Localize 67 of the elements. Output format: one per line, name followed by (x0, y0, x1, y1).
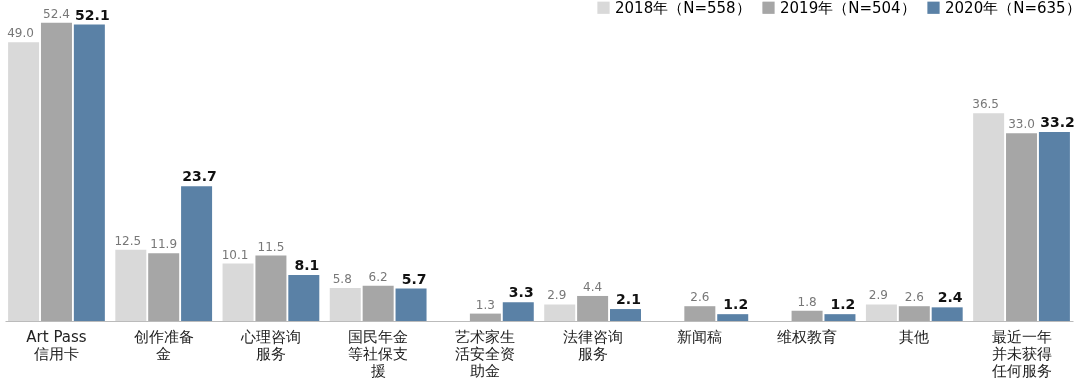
bar (288, 274, 320, 321)
x-tick-label: 创作准备金 (133, 327, 194, 363)
bar (1038, 132, 1070, 321)
data-label: 2.6 (904, 290, 924, 305)
x-tick-label: 心理咨询服务 (239, 327, 301, 363)
data-label: 33.2 (1040, 114, 1075, 131)
x-tick-label: 艺术家生活安全资助金 (455, 327, 516, 380)
data-label: 11.9 (150, 237, 178, 252)
bar (115, 249, 147, 321)
x-tick-label: 其他 (899, 327, 930, 346)
data-label: 52.4 (43, 6, 70, 21)
data-label: 33.0 (1008, 117, 1035, 132)
legend-label: 2018年（N=558） (615, 0, 751, 17)
data-label: 10.1 (221, 247, 249, 262)
bar (362, 285, 394, 321)
x-tick-label: 维权教育 (777, 327, 838, 346)
x-tick-label: 法律咨询服务 (562, 327, 623, 363)
bar (717, 314, 749, 321)
data-label: 36.5 (972, 97, 1000, 112)
data-label: 8.1 (294, 256, 320, 273)
bar (329, 287, 361, 321)
data-label: 2.6 (690, 290, 710, 305)
data-label: 6.2 (368, 269, 388, 284)
bar (40, 22, 72, 321)
bar (610, 309, 641, 321)
bar (931, 307, 963, 321)
bar (181, 186, 213, 321)
bar (973, 113, 1005, 321)
bar (544, 304, 576, 321)
data-label: 1.8 (797, 294, 817, 309)
data-label: 23.7 (182, 168, 217, 185)
data-label: 1.2 (830, 296, 856, 313)
data-label: 3.3 (508, 284, 534, 301)
x-tick-label: Art Pass 信用卡 (26, 327, 87, 363)
bar (148, 253, 180, 321)
x-tick-label: 国民年金等社保支援 (348, 327, 409, 380)
bar (898, 306, 930, 321)
legend-label: 2019年（N=504） (780, 0, 916, 17)
bar (684, 306, 716, 321)
bar (8, 42, 40, 321)
bar (577, 295, 609, 321)
data-label: 2.9 (868, 288, 888, 303)
data-label: 1.2 (723, 296, 749, 313)
data-label: 11.5 (257, 239, 285, 254)
bar (469, 313, 501, 321)
data-label: 4.4 (583, 279, 603, 294)
data-label: 2.4 (937, 289, 963, 306)
data-label: 12.5 (114, 233, 142, 248)
data-label: 5.7 (401, 270, 427, 287)
data-label: 1.3 (475, 297, 495, 312)
bar (824, 314, 856, 321)
legend-label: 2020年（N=635） (945, 0, 1080, 17)
bar (1006, 133, 1038, 321)
data-label: 2.1 (616, 291, 641, 308)
x-tick-label: 新闻稿 (677, 327, 723, 346)
data-label: 5.8 (332, 271, 352, 286)
bar (502, 302, 534, 321)
data-label: 52.1 (75, 6, 110, 23)
bar (255, 255, 287, 321)
bar (395, 288, 427, 321)
bar (73, 24, 105, 321)
bar (222, 263, 254, 321)
bar (791, 310, 823, 321)
data-label: 49.0 (7, 26, 34, 41)
data-label: 2.9 (547, 288, 567, 303)
x-tick-label: 最近一年并未获得任何服务 (990, 327, 1052, 380)
bar (865, 304, 897, 321)
